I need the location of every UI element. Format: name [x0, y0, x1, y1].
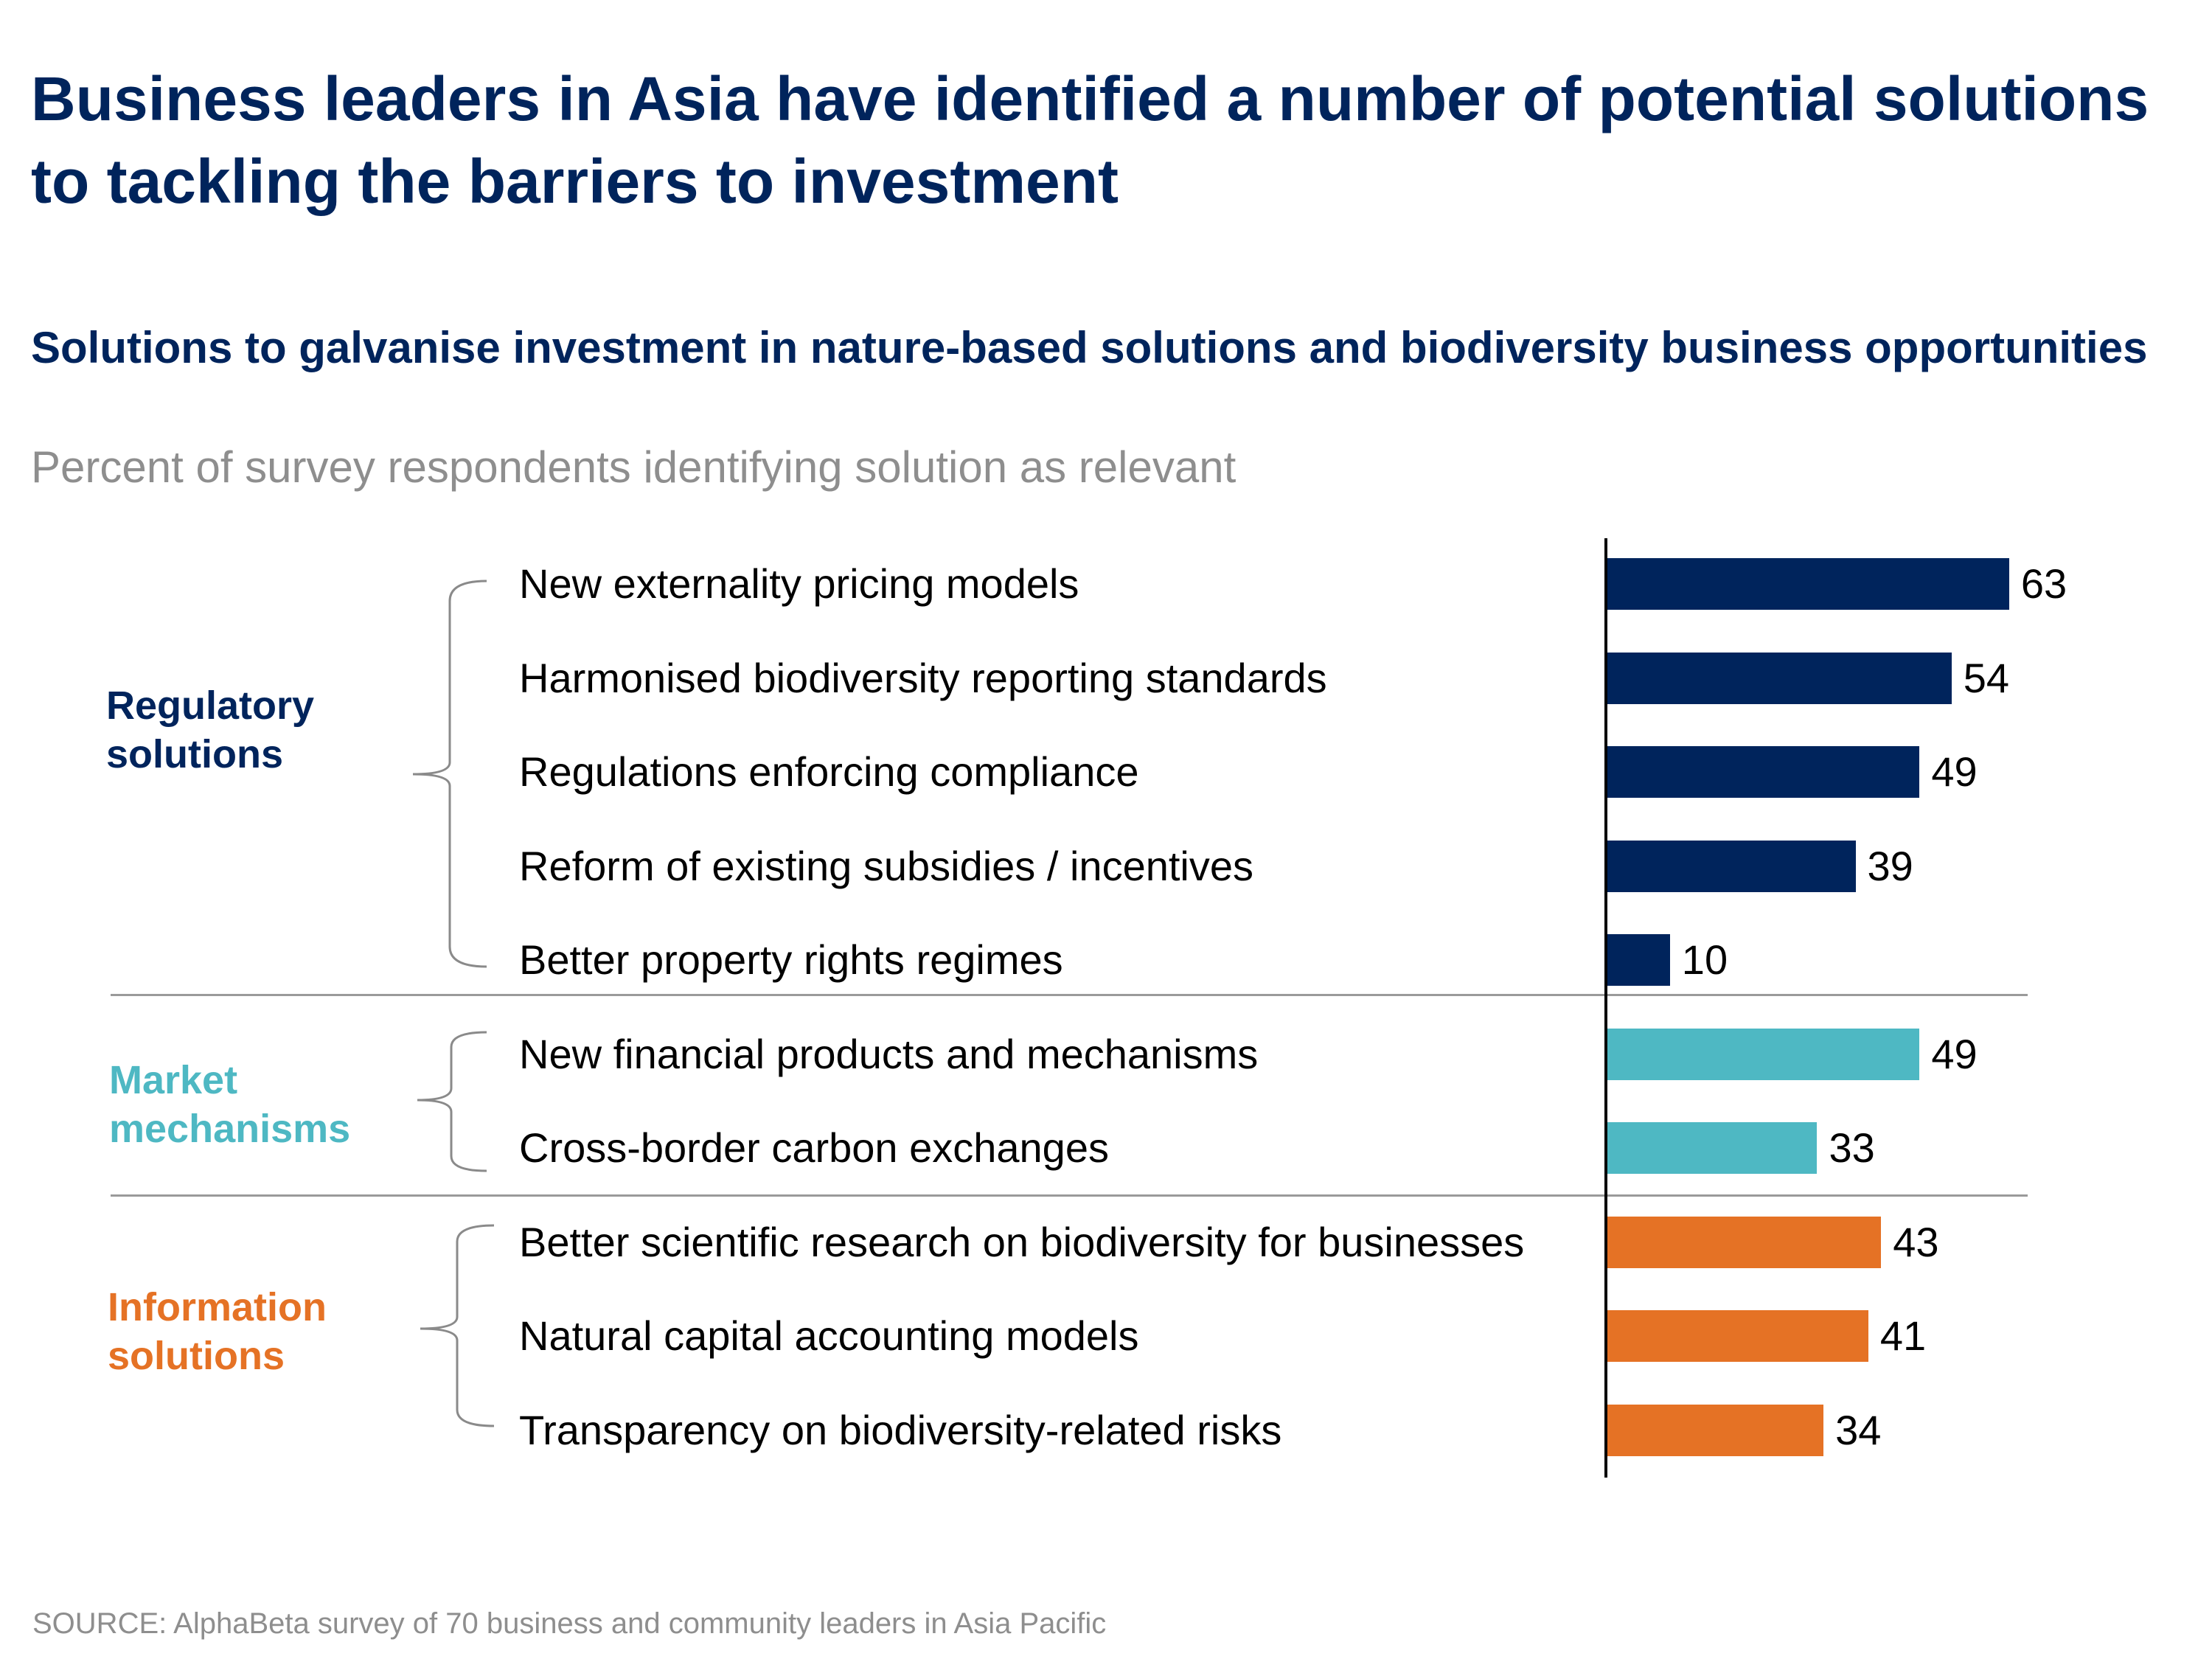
- category-label: Natural capital accounting models: [519, 1312, 1139, 1359]
- category-label: New externality pricing models: [519, 560, 1079, 607]
- value-label: 34: [1835, 1406, 1882, 1453]
- bracket-information: [420, 1224, 495, 1427]
- value-label: 63: [2020, 560, 2067, 607]
- group-label-market: Market mechanisms: [109, 1058, 351, 1151]
- category-label: Better property rights regimes: [519, 936, 1063, 983]
- category-label: Cross-border carbon exchanges: [519, 1124, 1109, 1171]
- page-headline: Business leaders in Asia have identified…: [31, 64, 2149, 216]
- value-label: 10: [1681, 936, 1728, 983]
- bar: [1606, 652, 1952, 704]
- group-separator: [111, 994, 2028, 996]
- bar: [1606, 1404, 1824, 1456]
- source-note: SOURCE: AlphaBeta survey of 70 business …: [32, 1607, 1107, 1640]
- category-label: Transparency on biodiversity-related ris…: [519, 1406, 1282, 1453]
- bar: [1606, 1028, 1920, 1080]
- value-label: 39: [1867, 842, 1913, 889]
- bar: [1606, 558, 2009, 610]
- value-label: 49: [1931, 1030, 1978, 1077]
- bar: [1606, 1310, 1868, 1362]
- bracket-regulatory: [412, 580, 487, 968]
- bar: [1606, 1216, 1882, 1268]
- bar: [1606, 934, 1670, 986]
- value-label: 43: [1893, 1218, 1939, 1265]
- category-label: New financial products and mechanisms: [519, 1030, 1259, 1077]
- bar: [1606, 746, 1920, 798]
- group-label-regulatory: Regulatory solutions: [106, 683, 315, 776]
- value-label: 54: [1963, 654, 2010, 701]
- group-separator: [111, 1194, 2028, 1197]
- bar: [1606, 1122, 1818, 1174]
- category-label: Harmonised biodiversity reporting standa…: [519, 654, 1327, 701]
- value-label: 49: [1931, 748, 1978, 795]
- value-label: 33: [1829, 1124, 1875, 1171]
- group-label-information: Information solutions: [108, 1285, 327, 1378]
- chart-title: Solutions to galvanise investment in nat…: [31, 323, 2148, 372]
- bracket-market: [417, 1031, 487, 1172]
- category-label: Regulations enforcing compliance: [519, 748, 1139, 795]
- category-label: Better scientific research on biodiversi…: [519, 1218, 1525, 1265]
- bar: [1606, 840, 1856, 892]
- chart-subtitle: Percent of survey respondents identifyin…: [31, 442, 1237, 492]
- value-label: 41: [1879, 1312, 1927, 1359]
- category-label: Reform of existing subsidies / incentive…: [519, 842, 1253, 889]
- y-axis-line: [1604, 538, 1607, 1478]
